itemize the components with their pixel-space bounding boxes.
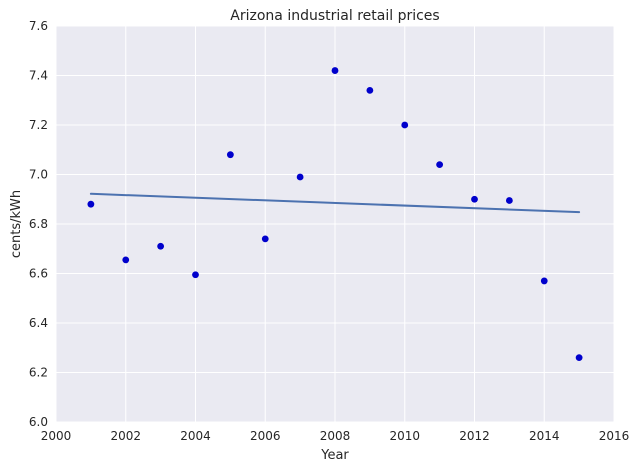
x-tick-label: 2006	[250, 429, 281, 443]
x-tick-label: 2000	[41, 429, 72, 443]
scatter-point	[192, 271, 199, 279]
scatter-point	[540, 277, 548, 285]
scatter-points	[87, 67, 583, 362]
x-tick-label: 2014	[529, 429, 560, 443]
scatter-point	[261, 235, 269, 243]
y-tick-label: 7.4	[29, 69, 48, 83]
x-tick-label: 2016	[599, 429, 630, 443]
y-tick-label: 6.0	[29, 415, 48, 429]
y-tick-label: 6.2	[29, 366, 48, 380]
scatter-point	[331, 67, 339, 74]
x-tick-labels: 2000 2002 2004 2006 2008 2010 2012 2014 2016	[41, 429, 630, 443]
trend-layer	[89, 192, 581, 214]
scatter-point	[157, 242, 165, 250]
scatter-point	[436, 161, 444, 169]
trend-line	[89, 192, 581, 214]
y-tick-label: 6.6	[29, 267, 48, 281]
scatter-point	[122, 256, 130, 264]
grid	[55, 25, 615, 423]
y-tick-label: 7.2	[29, 118, 48, 132]
y-tick-label: 7.0	[29, 168, 48, 182]
y-tick-labels: 6.0 6.2 6.4 6.6 6.8 7.0 7.2 7.4 7.6	[29, 19, 48, 429]
y-tick-label: 6.4	[29, 316, 48, 330]
chart-title: Arizona industrial retail prices	[230, 8, 439, 24]
x-tick-label: 2002	[110, 429, 141, 443]
scatter-point	[471, 195, 478, 203]
scatter-point	[366, 86, 374, 94]
x-tick-label: 2012	[459, 429, 490, 443]
scatter-point	[296, 173, 304, 181]
x-tick-label: 2004	[180, 429, 211, 443]
y-axis-label: cents/kWh	[9, 190, 24, 258]
scatter-point	[87, 200, 95, 208]
scatter-point	[505, 197, 513, 204]
x-axis-label: Year	[320, 448, 349, 463]
y-tick-label: 7.6	[29, 19, 48, 33]
scatter-point	[575, 354, 583, 362]
scatter-point	[226, 151, 234, 159]
scatter-point	[401, 121, 409, 129]
x-tick-label: 2010	[389, 429, 420, 443]
x-tick-label: 2008	[320, 429, 351, 443]
y-tick-label: 6.8	[29, 217, 48, 231]
